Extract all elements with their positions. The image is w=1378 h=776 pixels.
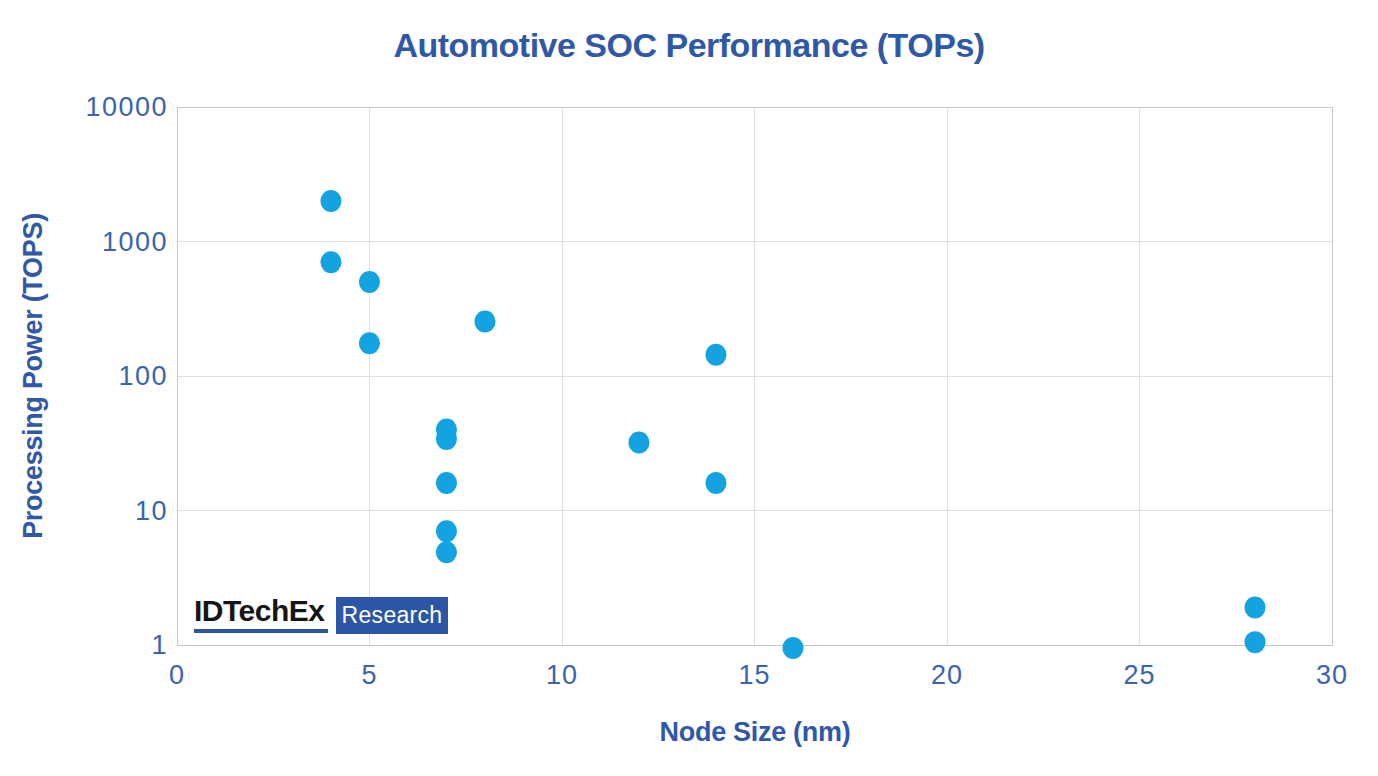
logo-underline	[194, 629, 328, 633]
data-point	[1245, 597, 1266, 619]
logo-research-box: Research	[336, 597, 448, 634]
logo-research-label: Research	[342, 602, 443, 629]
y-tick-label: 100	[118, 362, 168, 390]
x-tick-label: 25	[1123, 660, 1155, 691]
data-point	[783, 637, 804, 659]
y-tick-label: 1	[151, 631, 168, 659]
data-point	[706, 344, 727, 366]
data-point	[321, 190, 342, 212]
data-point	[629, 432, 650, 454]
data-point	[475, 311, 496, 333]
x-axis-title: Node Size (nm)	[660, 717, 851, 748]
logo-brand-text: IDTechEx	[194, 594, 325, 628]
data-point	[436, 520, 457, 542]
plot-area	[0, 0, 1378, 776]
y-tick-label: 10	[135, 497, 168, 525]
x-tick-label: 5	[361, 660, 377, 691]
data-point	[359, 332, 380, 354]
data-point	[706, 472, 727, 494]
y-tick-label: 10000	[85, 93, 168, 121]
x-tick-label: 15	[738, 660, 770, 691]
x-tick-label: 0	[169, 660, 185, 691]
chart-canvas: Automotive SOC Performance (TOPs) Proces…	[0, 0, 1378, 776]
data-point	[359, 271, 380, 293]
data-point	[436, 428, 457, 450]
data-point	[436, 472, 457, 494]
data-point	[436, 541, 457, 563]
x-tick-label: 30	[1316, 660, 1348, 691]
x-tick-label: 10	[546, 660, 578, 691]
y-tick-label: 1000	[102, 228, 168, 256]
x-tick-label: 20	[931, 660, 963, 691]
data-point	[321, 251, 342, 273]
data-point	[1245, 631, 1266, 653]
